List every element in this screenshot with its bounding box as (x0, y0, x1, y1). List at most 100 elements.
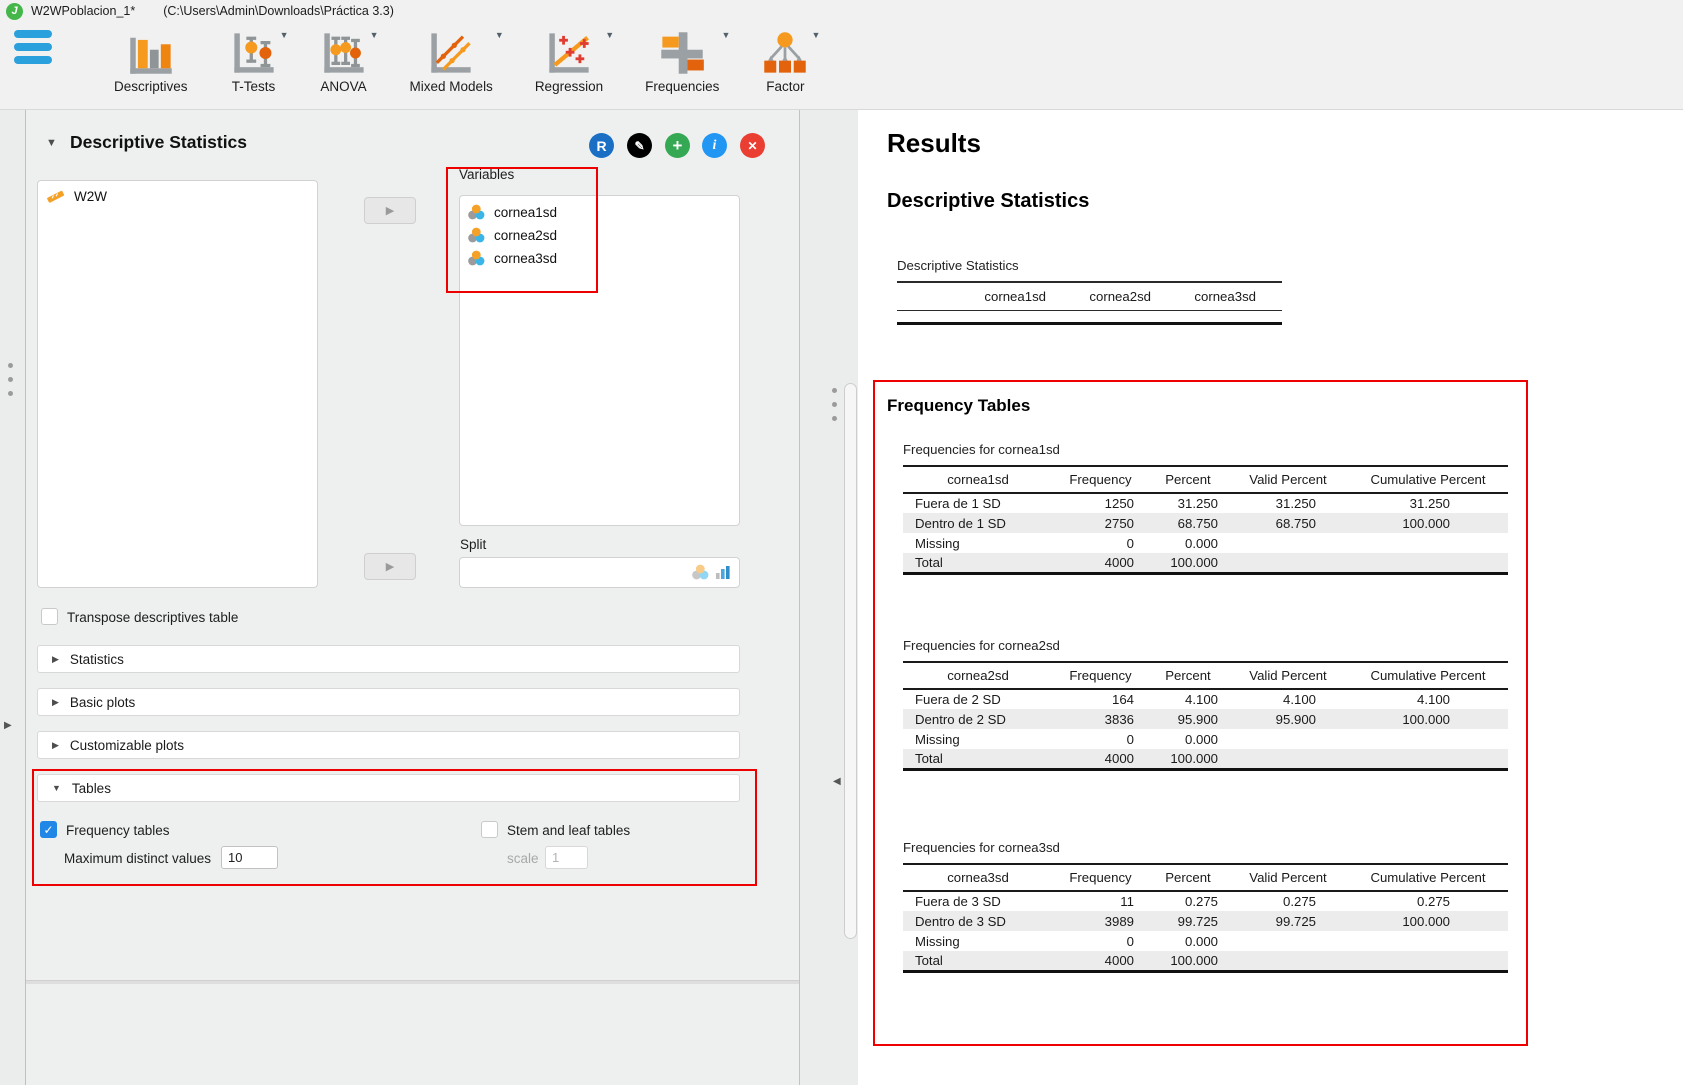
row-label: Dentro de 1 SD (915, 515, 1006, 531)
cell-value (1228, 553, 1348, 573)
stem-leaf-checkbox[interactable] (481, 821, 498, 838)
cell-value: 0 (1126, 731, 1134, 747)
frequencies-icon (661, 32, 705, 74)
frequency-table-row: Fuera de 1 SD 1250 31.250 31.250 31.250 (903, 493, 1508, 513)
info-button[interactable]: i (702, 133, 727, 158)
file-path: (C:\Users\Admin\Downloads\Práctica 3.3) (163, 4, 394, 18)
ribbon-button-label: Factor (766, 79, 805, 94)
cell-value: 99.725 (1177, 913, 1218, 929)
left-panel-gutter: ▶ (0, 110, 26, 1085)
ribbon-button-label: T-Tests (231, 79, 276, 94)
nominal-variable-icon (468, 250, 485, 266)
max-distinct-input[interactable] (221, 846, 278, 869)
cell-value: 1250 (1104, 496, 1134, 511)
descriptives-table-block: Descriptive Statistics cornea1sd cornea2… (897, 258, 1282, 325)
cell-value: 4.100 (1416, 692, 1450, 707)
column-header: cornea3sd (947, 870, 1009, 885)
cell-value: 95.900 (1177, 711, 1218, 727)
hamburger-menu-icon[interactable] (14, 30, 54, 69)
frequency-tables-checkbox[interactable]: ✓ (40, 821, 57, 838)
chevron-down-icon[interactable]: ▼ (279, 30, 289, 40)
drag-handle[interactable] (832, 388, 837, 430)
ribbon-button-t-tests[interactable]: ▼ T-Tests (222, 25, 289, 94)
cell-value: 95.900 (1275, 711, 1316, 727)
panel-resize-handle[interactable] (844, 383, 857, 939)
cell-value: 3836 (1104, 711, 1134, 727)
variable-item-cornea3sd[interactable]: cornea3sd (468, 250, 731, 266)
frequency-table-row: Dentro de 3 SD 3989 99.725 99.725 100.000 (903, 911, 1508, 931)
edit-title-button[interactable]: ✎ (627, 133, 652, 158)
cell-value: 99.725 (1275, 913, 1316, 929)
chevron-down-icon: ▼ (52, 783, 61, 793)
cell-value (1348, 553, 1508, 573)
collapse-panel-icon[interactable]: ◀ (833, 776, 841, 787)
variable-item-cornea1sd[interactable]: cornea1sd (468, 204, 731, 220)
nominal-variable-icon (468, 204, 485, 220)
cell-value: 31.250 (1275, 496, 1316, 511)
section-label: Basic plots (69, 694, 136, 710)
chevron-down-icon[interactable]: ▼ (811, 30, 821, 40)
assign-split-button[interactable]: ▶ (364, 553, 416, 580)
cell-value (1228, 951, 1348, 971)
cell-value: 4000 (1104, 554, 1134, 570)
row-label: Fuera de 1 SD (915, 496, 1001, 511)
column-header: cornea2sd (1089, 288, 1151, 304)
assign-variables-button[interactable]: ▶ (364, 197, 416, 224)
nominal-variable-icon (692, 564, 709, 580)
variable-label: cornea3sd (494, 250, 558, 266)
chevron-down-icon[interactable]: ▼ (721, 30, 731, 40)
frequency-table: cornea2sd Frequency Percent Valid Percent Cu… (903, 661, 1508, 771)
column-header: Percent (1165, 472, 1211, 487)
table-header-row: cornea2sd Frequency Percent Valid Percent Cu… (903, 662, 1508, 689)
table-caption: Descriptive Statistics (897, 258, 1019, 273)
cell-value: 0.275 (1184, 894, 1218, 909)
collapse-analysis-icon[interactable]: ▼ (46, 137, 57, 149)
row-label: Missing (915, 933, 960, 949)
chevron-right-icon: ▶ (52, 739, 59, 750)
cell-value: 0.000 (1184, 535, 1218, 551)
ribbon-button-mixed-models[interactable]: ▼ Mixed Models (402, 25, 504, 94)
table-caption: Frequencies for cornea1sd (903, 442, 1060, 457)
available-variables-list[interactable]: W2W (37, 180, 318, 588)
analysis-title: Descriptive Statistics (70, 132, 248, 152)
cell-value: 100.000 (1170, 952, 1218, 968)
variable-item-cornea2sd[interactable]: cornea2sd (468, 227, 731, 243)
factor-icon (764, 32, 807, 73)
cell-value: 100.000 (1170, 554, 1218, 570)
chevron-down-icon[interactable]: ▼ (494, 30, 504, 40)
ribbon-button-descriptives[interactable]: Descriptives (106, 25, 196, 94)
duplicate-analysis-button[interactable]: + (665, 133, 690, 158)
split-box[interactable] (459, 557, 740, 588)
scale-input[interactable] (545, 846, 588, 869)
t-test-icon (233, 33, 274, 73)
r-syntax-button[interactable]: R (589, 133, 614, 158)
cell-value (1348, 749, 1508, 769)
transpose-checkbox[interactable] (41, 608, 58, 625)
drag-handle[interactable] (8, 363, 13, 405)
column-header: Cumulative Percent (1370, 668, 1486, 683)
table-header-row: cornea1sd cornea2sd cornea3sd (897, 282, 1282, 310)
chevron-right-icon: ▶ (52, 653, 59, 664)
chevron-down-icon[interactable]: ▼ (369, 30, 379, 40)
cell-value: 164 (1111, 692, 1134, 707)
chevron-down-icon[interactable]: ▼ (605, 30, 615, 40)
ribbon-button-frequencies[interactable]: ▼ Frequencies (637, 25, 731, 94)
ribbon-button-anova[interactable]: ▼ ANOVA (312, 25, 379, 94)
column-header: cornea3sd (1194, 288, 1256, 304)
cell-value: 100.000 (1402, 913, 1450, 929)
section-tables[interactable]: ▼ Tables (37, 774, 740, 802)
section-basic-plots[interactable]: ▶ Basic plots (37, 688, 740, 716)
expand-panel-icon[interactable]: ▶ (4, 720, 12, 731)
bar-chart-icon (130, 37, 172, 74)
section-statistics[interactable]: ▶ Statistics (37, 645, 740, 673)
ribbon-button-factor[interactable]: ▼ Factor (753, 25, 821, 94)
close-analysis-button[interactable]: ✕ (740, 133, 765, 158)
row-label: Total (915, 554, 943, 570)
frequency-table-cornea2sd: Frequencies for cornea2sd cornea2sd Frequ… (903, 638, 1508, 771)
variable-item-w2w[interactable]: W2W (46, 189, 309, 204)
frequency-table: cornea1sd Frequency Percent Valid Percent Cu… (903, 465, 1508, 575)
descriptives-table: cornea1sd cornea2sd cornea3sd (897, 281, 1282, 325)
section-customizable-plots[interactable]: ▶ Customizable plots (37, 731, 740, 759)
variables-assigned-list[interactable]: cornea1sd cornea2sd cornea3sd (459, 195, 740, 526)
ribbon-button-regression[interactable]: ▼ Regression (527, 25, 615, 94)
